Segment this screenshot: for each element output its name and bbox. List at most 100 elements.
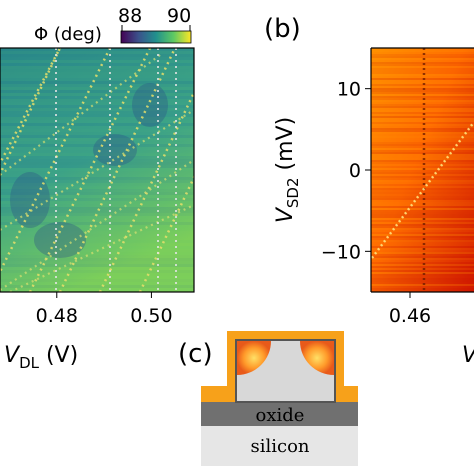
xticks-a: 0.48 0.50 (36, 292, 173, 327)
texture-stripe-b (371, 56, 474, 58)
texture-stripe-b (371, 94, 474, 96)
panel-a: 0.48 0.50 VDL (V) Φ (deg) 88 90 (0, 5, 195, 372)
texture-stripe-b (371, 270, 474, 272)
texture-stripe-a (0, 288, 194, 291)
colorbar-gradient (120, 30, 192, 44)
texture-stripe-b (371, 62, 474, 64)
texture-stripe-a (0, 273, 194, 276)
texture-stripe-a (0, 147, 194, 150)
texture-stripe-b (371, 100, 474, 102)
silicon-layer (201, 426, 358, 466)
texture-stripe-b (371, 234, 474, 236)
texture-stripe-b (371, 252, 474, 254)
texture-stripe-b (371, 58, 474, 60)
texture-stripe-b (371, 204, 474, 206)
texture-stripe-a (0, 51, 194, 54)
texture-stripe-a (0, 60, 194, 63)
texture-stripe-b (371, 162, 474, 164)
quantum-dot-right (300, 341, 334, 375)
texture-stripe-a (0, 261, 194, 264)
oxide-layer (201, 402, 358, 426)
texture-stripe-b (371, 166, 474, 168)
texture-stripe-b (371, 132, 474, 134)
oxide-label: oxide (256, 405, 305, 426)
transition-line-a-shallow (9, 204, 194, 292)
ytick-label-b: 10 (337, 79, 361, 101)
texture-stripe-b (371, 216, 474, 218)
texture-stripe-b (371, 186, 474, 188)
texture-stripe-b (371, 76, 474, 78)
texture-stripe-b (371, 168, 474, 170)
transition-line-a-shallow (0, 109, 194, 231)
texture-stripe-b (371, 264, 474, 266)
texture-stripe-b (371, 116, 474, 118)
texture-stripe-b (371, 136, 474, 138)
texture-stripe-a (0, 150, 194, 153)
ytick-label-b: −10 (321, 241, 361, 263)
ytick-label-b: 0 (349, 160, 361, 182)
texture-stripe-b (371, 220, 474, 222)
texture-stripe-a (0, 192, 194, 195)
texture-stripe-b (371, 98, 474, 100)
texture-stripe-b (371, 230, 474, 232)
texture-stripe-b (371, 242, 474, 244)
texture-stripe-b (371, 82, 474, 84)
texture-stripe-a (0, 231, 194, 234)
texture-stripe-b (371, 148, 474, 150)
texture-stripe-b (371, 180, 474, 182)
texture-stripe-b (371, 88, 474, 90)
texture-stripe-b (371, 158, 474, 160)
texture-stripe-b (371, 196, 474, 198)
texture-stripe-b (371, 102, 474, 104)
texture-stripe-a (0, 183, 194, 186)
texture-stripe-a (0, 234, 194, 237)
quantum-dot-left (237, 341, 271, 375)
texture-stripe-a (0, 252, 194, 255)
texture-stripe-a (0, 279, 194, 282)
texture-stripe-a (0, 243, 194, 246)
texture-stripe-b (371, 272, 474, 274)
texture-stripe-a (0, 126, 194, 129)
texture-stripe-b (371, 228, 474, 230)
texture-blob-a (10, 172, 50, 228)
texture-stripe-a (0, 285, 194, 288)
texture-stripe-b (371, 130, 474, 132)
transition-line-b-diagonal (371, 121, 474, 259)
texture-stripe-b (371, 104, 474, 106)
texture-stripe-b (371, 214, 474, 216)
texture-stripe-a (0, 159, 194, 162)
texture-stripe-a (0, 222, 194, 225)
texture-stripe-a (0, 267, 194, 270)
panel-label-c: (c) (178, 339, 213, 369)
texture-stripe-b (371, 232, 474, 234)
texture-stripe-a (0, 69, 194, 72)
texture-stripe-b (371, 142, 474, 144)
texture-stripe-b (371, 288, 474, 290)
texture-stripe-a (0, 93, 194, 96)
texture-stripe-b (371, 198, 474, 200)
texture-stripe-a (0, 255, 194, 258)
heatmap-a-texture (0, 48, 194, 292)
texture-stripe-a (0, 177, 194, 180)
texture-stripe-b (371, 128, 474, 130)
texture-stripe-b (371, 74, 474, 76)
texture-stripe-a (0, 210, 194, 213)
texture-stripe-b (371, 126, 474, 128)
panel-c: (c) oxide silicon (178, 331, 358, 466)
texture-stripe-a (0, 135, 194, 138)
texture-stripe-b (371, 254, 474, 256)
texture-stripe-b (371, 190, 474, 192)
texture-stripe-b (371, 260, 474, 262)
texture-stripe-b (371, 256, 474, 258)
texture-stripe-b (371, 86, 474, 88)
texture-stripe-a (0, 87, 194, 90)
texture-stripe-b (371, 276, 474, 278)
texture-stripe-a (0, 144, 194, 147)
texture-stripe-b (371, 54, 474, 56)
texture-stripe-b (371, 84, 474, 86)
texture-stripe-b (371, 236, 474, 238)
colorbar-label: Φ (deg) (34, 24, 102, 45)
texture-stripe-b (371, 250, 474, 252)
texture-stripe-b (371, 96, 474, 98)
texture-stripe-a (0, 48, 194, 51)
